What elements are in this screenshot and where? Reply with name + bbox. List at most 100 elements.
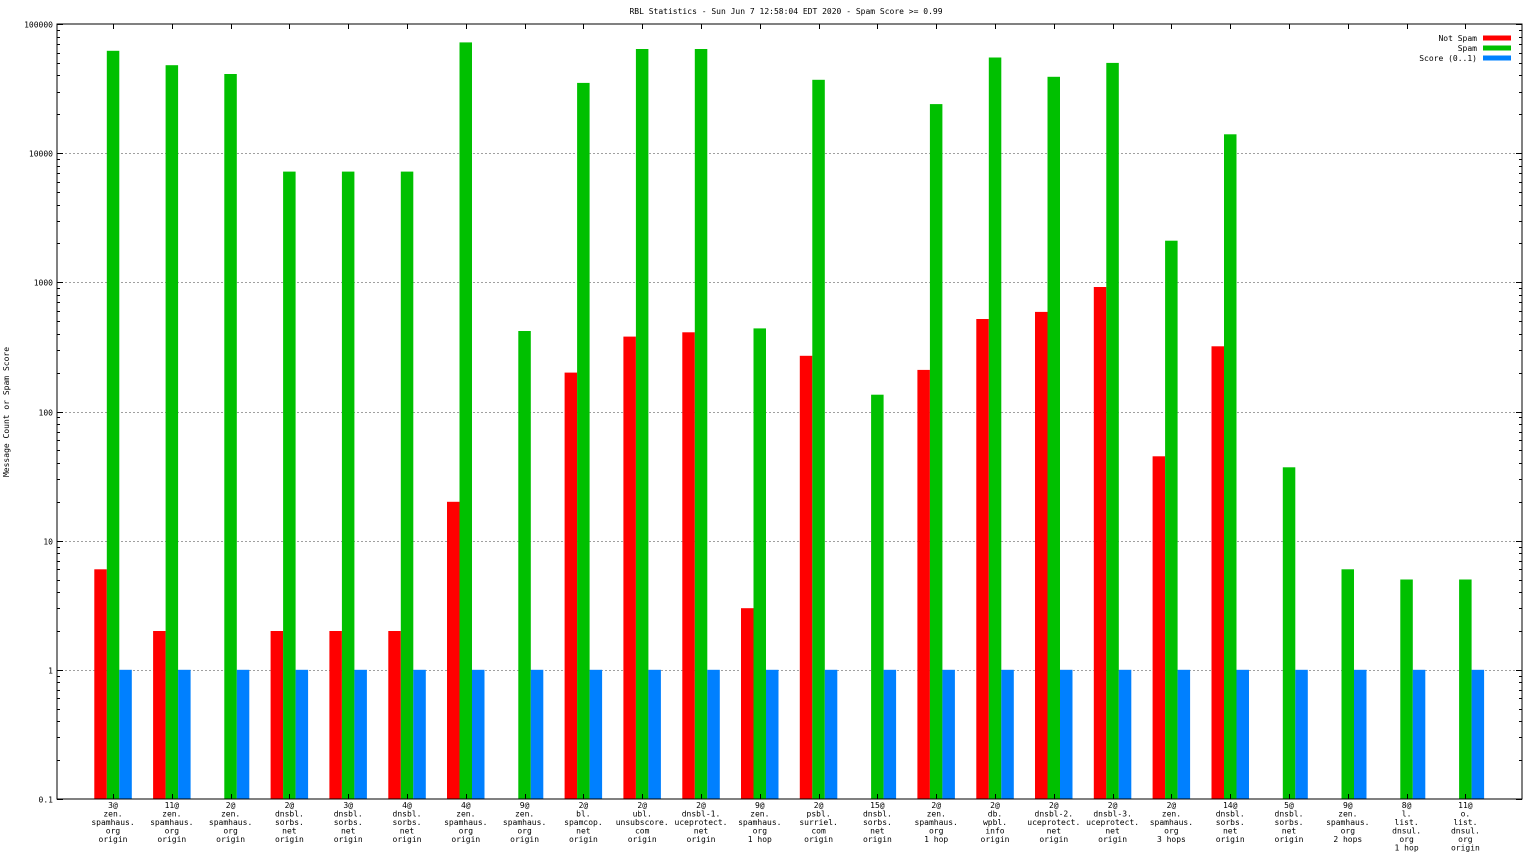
bar-spam: [341, 171, 355, 800]
legend-label: Not Spam: [1438, 34, 1477, 43]
bar-not-spam: [741, 608, 754, 799]
bar-not-spam: [153, 631, 166, 799]
bar-not-spam: [1035, 311, 1048, 799]
bar-not-spam: [270, 631, 284, 799]
bar-score-0-1: [178, 669, 191, 799]
bar-spam: [871, 394, 884, 799]
bar-spam: [1282, 467, 1296, 799]
bar-score-0-1: [883, 669, 897, 799]
bar-not-spam: [682, 332, 695, 799]
bar-spam: [518, 331, 531, 799]
x-tick-label: 2@ dnsbl. sorbs. net origin: [275, 801, 304, 844]
x-tick-label: 9@ zen. spamhaus. org 2 hops: [1326, 801, 1369, 844]
bar-score-0-1: [942, 669, 955, 799]
bar-spam: [635, 49, 649, 799]
bar-score-0-1: [1001, 669, 1014, 799]
bar-score-0-1: [707, 669, 720, 799]
bar-score-0-1: [1471, 669, 1485, 799]
x-tick-label: 2@ dnsbl-2. uceprotect. net origin: [1027, 801, 1080, 844]
legend-swatch: [1483, 45, 1511, 51]
x-tick-label: 11@ o. list. dnsul. org origin: [1451, 801, 1480, 853]
x-tick-label: 2@ dnsbl-3. uceprotect. net origin: [1086, 801, 1139, 844]
bar-score-0-1: [530, 669, 544, 799]
bar-spam: [694, 49, 708, 799]
bar-spam: [1224, 134, 1237, 800]
bar-spam: [988, 57, 1002, 799]
bar-not-spam: [976, 319, 989, 799]
bar-not-spam: [799, 355, 813, 799]
bar-spam: [812, 79, 825, 800]
y-axis-ticks: 0.1 1 10 100 1000 10000 100000: [24, 21, 1522, 805]
bar-score-0-1: [824, 669, 838, 799]
bar-spam: [1341, 569, 1354, 799]
bar-score-0-1: [1118, 669, 1132, 799]
bar-spam: [577, 82, 590, 799]
bar-spam: [224, 74, 237, 799]
legend-label: Score (0..1): [1419, 54, 1477, 63]
bar-spam: [165, 65, 179, 799]
x-tick-label: 2@ db. wpbl. info origin: [981, 801, 1010, 844]
x-tick-label: 2@ zen. spamhaus. org 3 hops: [1150, 801, 1193, 844]
bar-score-0-1: [413, 669, 426, 799]
x-tick-label: 2@ psbl. surriel. com origin: [799, 801, 838, 844]
y-tick-label: 10000: [29, 150, 53, 159]
bar-spam: [1459, 579, 1472, 799]
bar-not-spam: [447, 501, 460, 799]
y-tick-label: 100: [39, 409, 54, 418]
plot-area-border: [56, 23, 1523, 800]
y-tick-label: 10: [43, 538, 53, 547]
bar-score-0-1: [1295, 669, 1308, 799]
x-tick-label: 5@ dnsbl. sorbs. net origin: [1275, 801, 1304, 844]
bar-spam: [1106, 62, 1119, 799]
x-tick-label: 15@ dnsbl. sorbs. net origin: [863, 801, 892, 844]
bar-spam: [459, 42, 472, 799]
y-tick-label: 0.1: [39, 796, 54, 805]
bar-not-spam: [917, 369, 930, 799]
bar-score-0-1: [1236, 669, 1249, 799]
x-tick-label: 2@ bl. spamcop. net origin: [564, 801, 603, 844]
x-tick-label: 2@ zen. spamhaus. org origin: [209, 801, 252, 844]
x-tick-label: 2@ ubl. unsubscore. com origin: [616, 801, 669, 844]
bar-not-spam: [1093, 287, 1107, 799]
bar-score-0-1: [1354, 669, 1367, 799]
bar-score-0-1: [589, 669, 603, 799]
legend-label: Spam: [1458, 44, 1477, 53]
bar-not-spam: [1211, 346, 1224, 799]
bar-spam: [400, 171, 414, 800]
y-tick-label: 1: [48, 667, 53, 676]
y-tick-label: 1000: [34, 279, 53, 288]
chart-title: RBL Statistics - Sun Jun 7 12:58:04 EDT …: [629, 7, 942, 16]
x-tick-label: 3@ zen. spamhaus. org origin: [91, 801, 134, 844]
legend-swatch: [1483, 35, 1511, 41]
bar-spam: [106, 50, 120, 800]
bar-score-0-1: [1177, 669, 1191, 799]
x-tick-label: 8@ l. list. dnsul. org 1 hop: [1392, 801, 1421, 853]
x-tick-label: 3@ dnsbl. sorbs. net origin: [334, 801, 363, 844]
y-tick-label: 100000: [24, 21, 53, 30]
bar-score-0-1: [472, 669, 485, 799]
bar-not-spam: [564, 372, 578, 799]
bar-score-0-1: [1060, 669, 1073, 799]
bar-score-0-1: [1412, 669, 1426, 799]
x-tick-label: 2@ zen. spamhaus. org 1 hop: [915, 801, 958, 844]
legend-swatch: [1483, 55, 1511, 61]
bar-score-0-1: [236, 669, 250, 799]
x-tick-label: 2@ dnsbl-1. uceprotect. net origin: [675, 801, 728, 844]
x-tick-label: 9@ zen. spamhaus. org 1 hop: [738, 801, 781, 844]
bar-not-spam: [1152, 456, 1166, 799]
bar-not-spam: [388, 631, 401, 799]
x-tick-label: 9@ zen. spamhaus. org origin: [503, 801, 546, 844]
bar-spam: [1400, 579, 1413, 799]
bar-not-spam: [329, 631, 342, 799]
bar-not-spam: [94, 569, 107, 799]
x-tick-label: 11@ zen. spamhaus. org origin: [150, 801, 193, 844]
x-tick-label: 14@ dnsbl. sorbs. net origin: [1216, 801, 1245, 844]
bar-score-0-1: [119, 669, 132, 799]
bar-score-0-1: [354, 669, 367, 799]
x-axis-ticks: 3@ zen. spamhaus. org origin 11@ zen. spamhaus.…: [91, 24, 1480, 853]
bar-spam: [1047, 76, 1060, 800]
y-axis-label: Message Count or Spam Score: [2, 347, 11, 477]
bar-spam: [753, 328, 766, 799]
